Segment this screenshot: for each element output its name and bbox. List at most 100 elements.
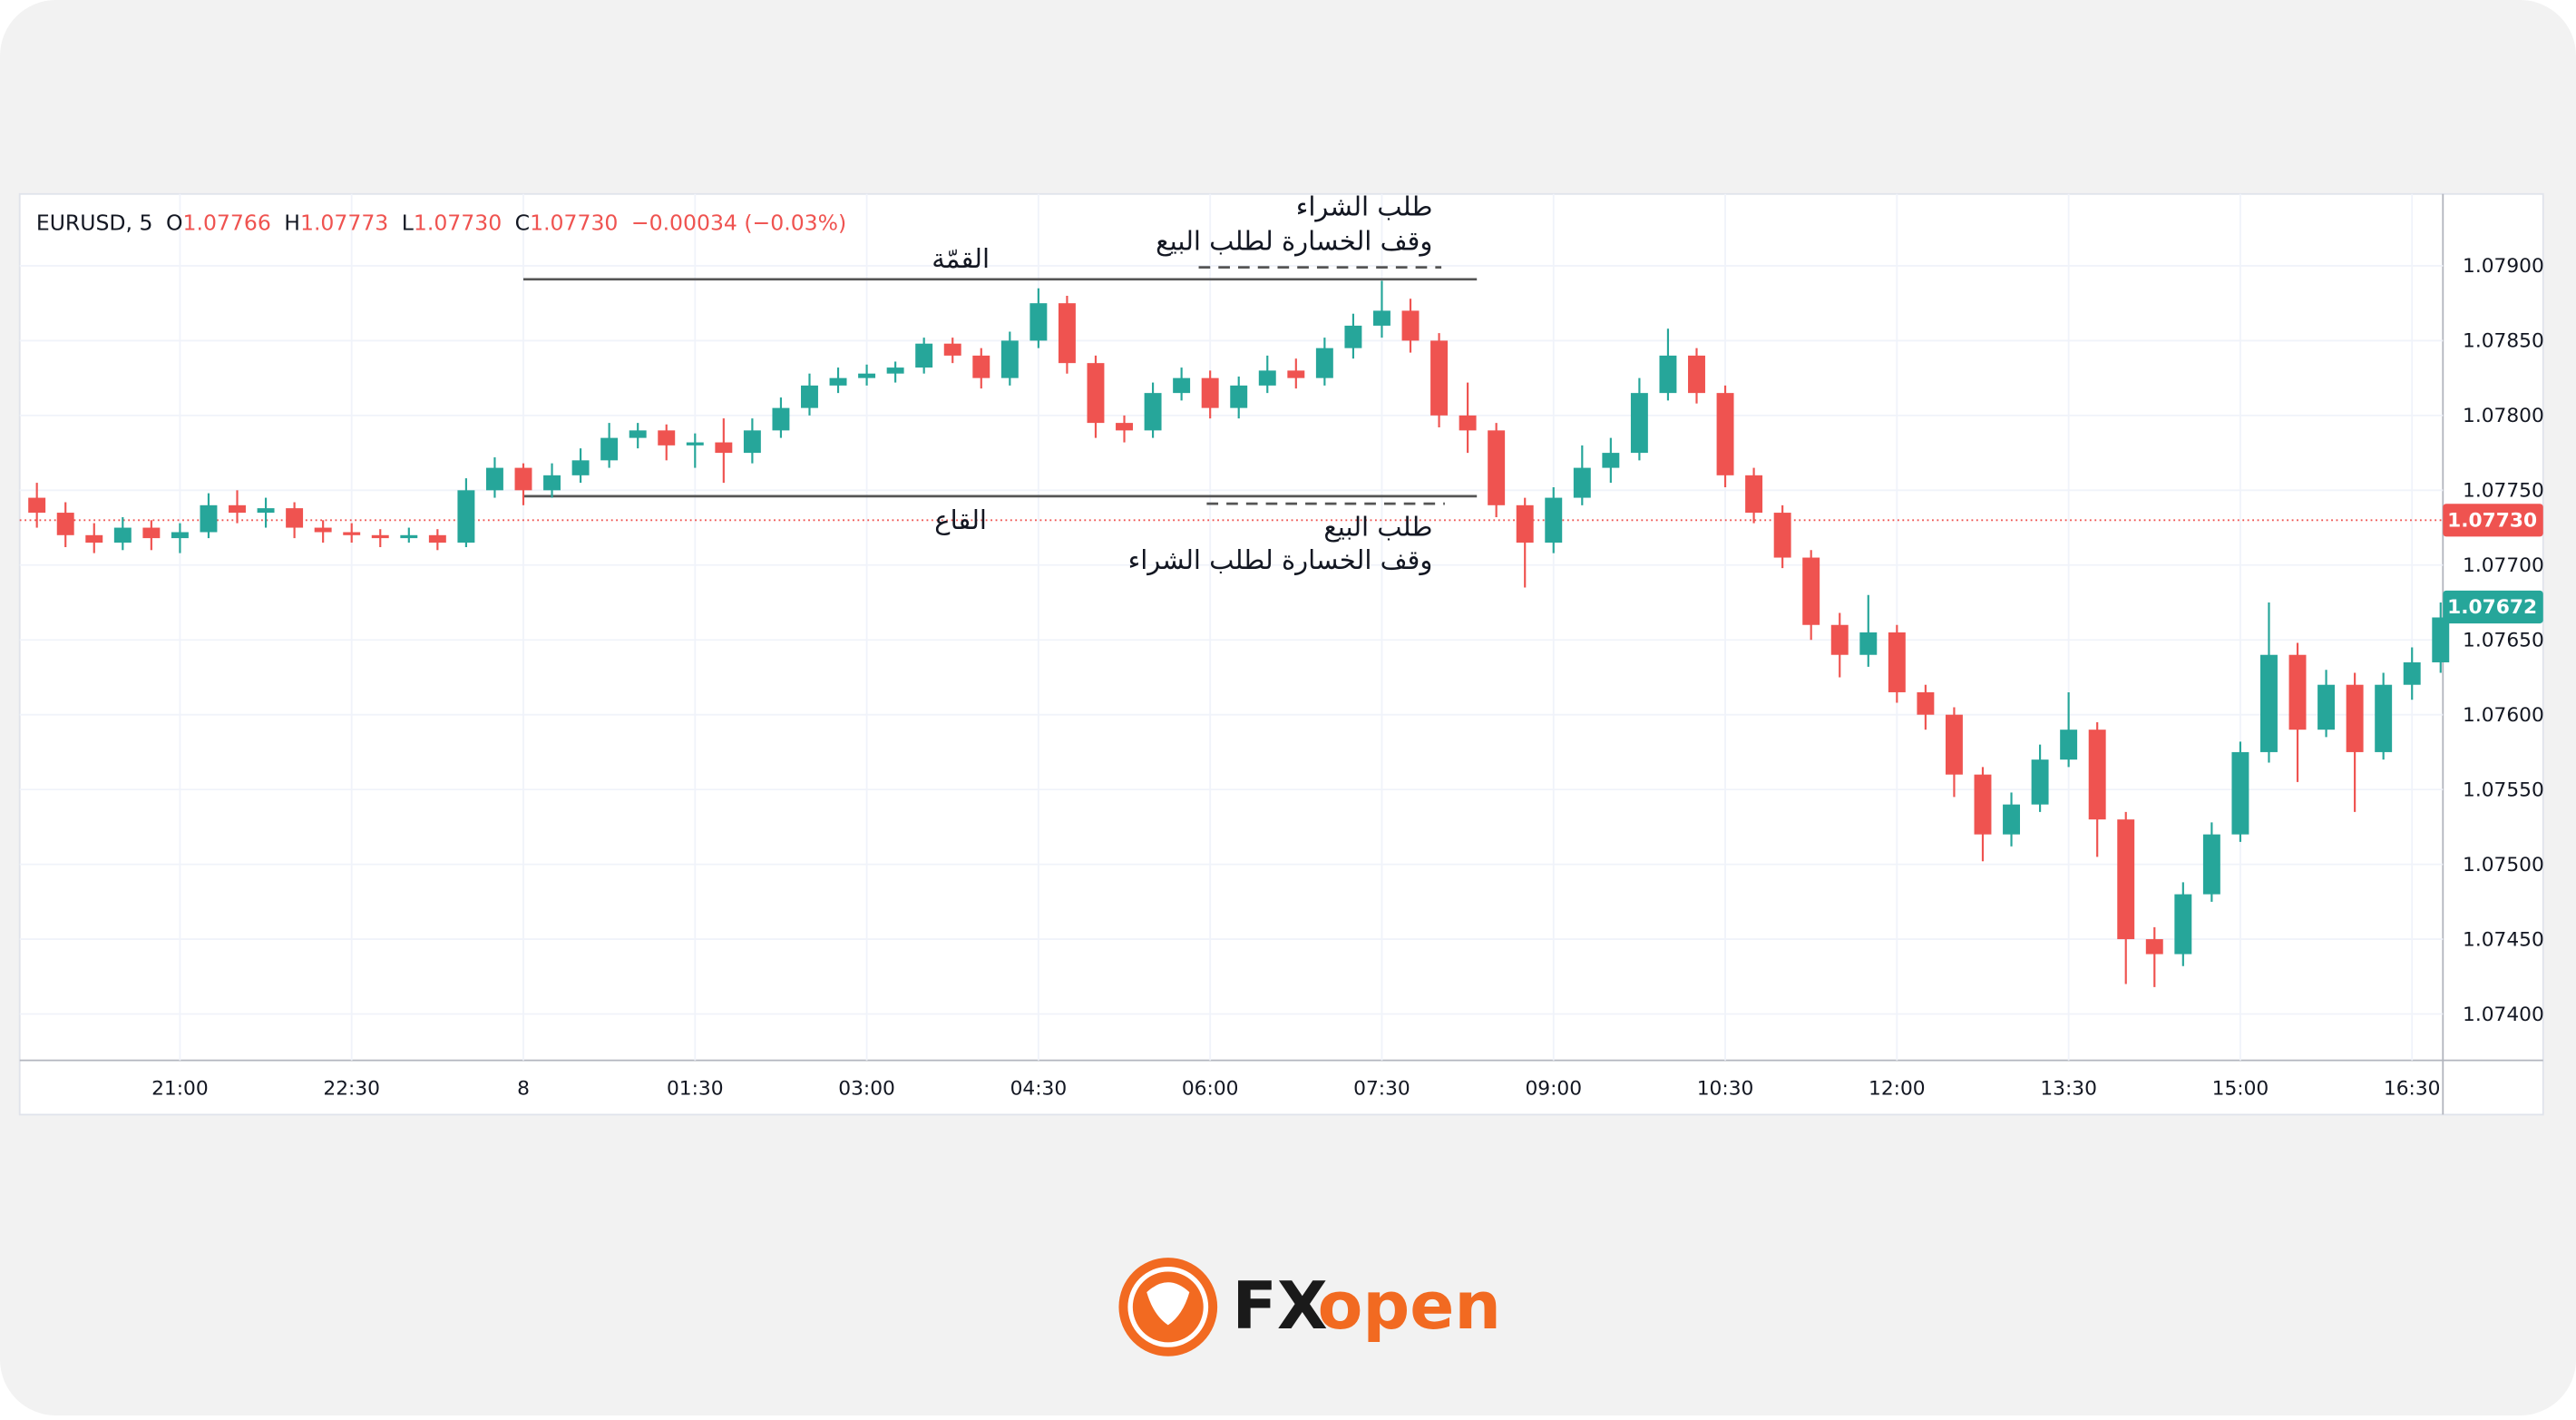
candle-body [1659,355,1677,394]
candle-body [1688,355,1705,394]
candle-body [772,407,790,431]
price-label-bg [2443,504,2543,537]
candle-body [1287,370,1305,378]
x-tick-label: 13:30 [2040,1078,2097,1101]
candle-body [1144,393,1162,431]
candle-body [28,497,46,514]
candle-body [1000,340,1019,378]
note-text: طلب البيع [1323,512,1432,543]
candle-body [343,532,361,535]
candle-body [2088,730,2106,820]
y-tick-label: 1.07700 [2463,554,2544,577]
field-name: C [515,211,530,236]
candle-body [658,430,676,446]
x-tick-label: 01:30 [667,1078,724,1101]
candle-body [457,490,475,544]
candle-body [2403,661,2421,685]
candle-body [1830,624,1849,655]
x-tick-label: 22:30 [323,1078,380,1101]
x-tick-label: 06:00 [1182,1078,1239,1101]
symbol: EURUSD, 5 [36,211,153,236]
change: −0.00034 (−0.03%) [631,211,846,236]
candle-body [514,467,532,491]
candle-body [2317,684,2336,730]
candle-body [56,513,74,535]
candle-body [85,534,103,544]
candle-body [2346,684,2364,752]
y-tick-label: 1.07850 [2463,330,2544,353]
candle-body [2174,894,2192,955]
candle-body [1630,393,1648,454]
candle-body [2432,617,2450,662]
candle-body [1230,385,1248,408]
candle-body [2260,654,2278,752]
candle-body [943,343,961,356]
x-tick-label: 03:00 [838,1078,895,1101]
candle-body [200,504,218,533]
x-tick-label: 16:30 [2384,1078,2441,1101]
level-label: القاع [934,504,987,535]
x-tick-label: 10:30 [1697,1078,1754,1101]
field-name: O [166,211,183,236]
candle-body [1258,370,1276,386]
x-tick-label: 15:00 [2212,1078,2269,1101]
candle-body [1173,377,1191,394]
candle-body [1372,310,1390,326]
candle-body [972,355,990,378]
logo-prefix: FX [1232,1268,1327,1345]
candle-body [1516,504,1534,544]
candle-body [1344,325,1362,348]
candle-body [485,467,503,491]
candle-body [886,367,904,374]
y-tick-label: 1.07450 [2463,928,2544,951]
candle-body [286,508,304,528]
price-label: 1.07672 [2447,596,2537,619]
candle-body [801,385,818,408]
candle-body [1430,340,1449,416]
candle-body [314,527,332,533]
x-tick-label: 21:00 [151,1078,209,1101]
x-tick-label: 12:00 [1869,1078,1926,1101]
x-tick-label: 07:30 [1353,1078,1410,1101]
candle-body [1917,691,1935,715]
field-name: H [284,211,300,236]
candle-body [257,508,275,514]
candle-body [2060,730,2078,760]
candle-body [1315,348,1333,378]
candle-body [915,343,933,368]
field-name: L [402,211,414,236]
candle-body [113,527,132,544]
legend-header: EURUSD, 5 O1.07766 H1.07773 L1.07730 C1.0773… [36,211,846,236]
price-label: 1.07730 [2447,510,2537,533]
note-text: طلب الشراء [1296,191,1433,221]
y-tick-label: 1.07650 [2463,629,2544,651]
field-value: 1.07773 [300,211,388,236]
note-text: وقف الخسارة لطلب الشراء [1128,544,1433,575]
candle-body [2231,751,2249,835]
logo-bull [1147,1282,1190,1326]
y-tick-label: 1.07900 [2463,255,2544,278]
candle-body [2031,759,2049,805]
candle-body [1602,453,1620,468]
candle-body [1974,774,1992,835]
candle-body [1029,303,1048,341]
candle-body [858,373,876,378]
field-value: 1.07730 [530,211,618,236]
candle-body [428,534,446,544]
y-tick-label: 1.07750 [2463,480,2544,503]
candle-body [1116,423,1133,431]
price-label-bg [2443,590,2543,624]
candle-body [2145,939,2163,955]
logo-ring [1127,1267,1209,1347]
candle-body [371,534,389,539]
candle-body [2117,819,2135,940]
candle-body [1859,632,1878,655]
candle-body [686,442,704,446]
candle-body [1087,363,1105,424]
candle-body [2288,654,2307,730]
candle-body [400,534,418,539]
candle-body [1545,497,1563,544]
note-text: وقف الخسارة لطلب البيع [1156,225,1432,256]
